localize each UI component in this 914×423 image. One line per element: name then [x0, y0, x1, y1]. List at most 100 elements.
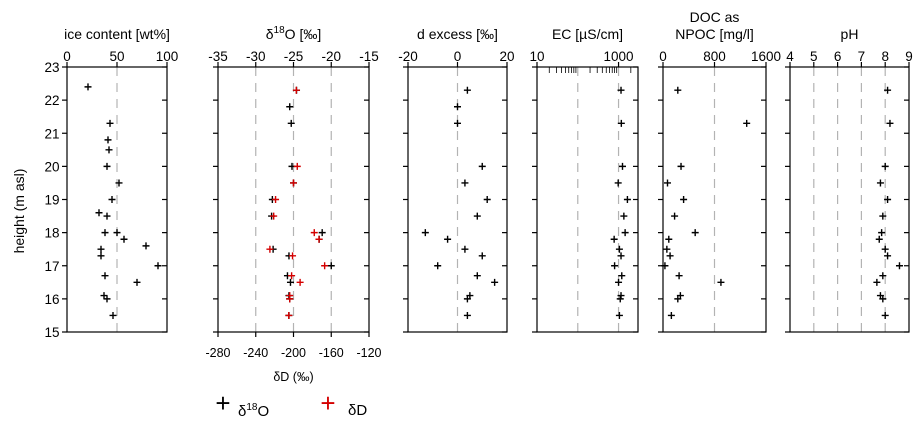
data-point	[120, 235, 128, 243]
data-point	[461, 179, 469, 187]
data-point	[104, 136, 112, 144]
data-point	[621, 229, 629, 237]
data-point	[618, 162, 626, 170]
x-tick-label: 0	[63, 49, 71, 64]
data-point	[292, 86, 300, 94]
data-point	[473, 212, 481, 220]
data-point	[879, 212, 887, 220]
x-tick-label: -30	[246, 49, 266, 64]
data-point	[665, 235, 673, 243]
x-tick-label: 10	[529, 49, 544, 64]
data-point	[327, 262, 335, 270]
data-point	[610, 235, 618, 243]
panel-4-title: EC [µS/cm]	[552, 26, 623, 42]
data-point	[103, 295, 111, 303]
data-point	[879, 295, 887, 303]
panel-6: 4 5 6 7 8 9 pH	[785, 26, 913, 333]
data-point	[611, 262, 619, 270]
data-point	[895, 262, 903, 270]
x-tick-label: 5	[810, 49, 818, 64]
data-point	[463, 86, 471, 94]
panel-1: 0 50 100 ice content [wt%] 15 16 17 18 19 20 21 22 2…	[44, 26, 178, 340]
data-point	[108, 196, 116, 203]
y-tick-label: 15	[44, 325, 59, 340]
panel-2-title: δ18O [‰]	[266, 25, 321, 42]
x2-tick-label: -160	[319, 346, 344, 360]
x2-tick-label: -280	[205, 346, 230, 360]
data-point	[266, 245, 274, 253]
data-point	[133, 278, 141, 286]
legend-label-dd: δD	[348, 402, 367, 419]
x-tick-label: -15	[359, 49, 379, 64]
data-point	[886, 119, 894, 127]
data-point	[434, 262, 442, 270]
y-tick-label: 23	[44, 60, 59, 75]
x-tick-label: 9	[905, 49, 913, 64]
data-point	[680, 196, 688, 203]
data-point	[667, 311, 675, 319]
data-point	[478, 162, 486, 170]
data-point	[286, 278, 294, 286]
data-point	[103, 162, 111, 170]
x-tick-label: 50	[109, 49, 124, 64]
x-tick-label: 800	[703, 49, 726, 64]
data-point	[615, 311, 623, 319]
data-point	[717, 278, 725, 286]
data-point	[617, 86, 625, 94]
legend-marker-d18o: +	[215, 388, 230, 418]
data-point	[884, 86, 892, 94]
y-tick-label: 16	[44, 292, 59, 307]
data-point	[618, 272, 626, 280]
data-point	[84, 83, 92, 91]
data-point	[463, 295, 471, 303]
data-point	[879, 272, 887, 280]
panel-4: 10 1000 EC [µS/cm]	[529, 26, 639, 333]
data-point	[663, 245, 671, 253]
y-axis-label: height (m asl)	[11, 169, 27, 254]
data-point	[106, 119, 114, 127]
data-point	[666, 252, 674, 260]
data-point	[617, 292, 625, 300]
data-point	[315, 235, 323, 243]
data-point	[286, 295, 294, 303]
data-point	[109, 311, 117, 319]
data-point	[454, 103, 461, 111]
data-point	[620, 212, 628, 220]
x-tick-label: 1600	[751, 49, 781, 64]
x-tick-label: -25	[284, 49, 304, 64]
data-point	[463, 311, 471, 319]
data-point	[293, 162, 301, 170]
x-tick-label: -20	[321, 49, 341, 64]
data-point	[671, 212, 679, 220]
data-point	[616, 295, 624, 303]
y-tick-label: 21	[44, 126, 59, 141]
data-point	[881, 311, 889, 319]
panel-3-title: d excess [‰]	[417, 26, 498, 42]
data-point	[288, 272, 296, 280]
data-point	[478, 252, 486, 260]
data-point	[272, 196, 280, 203]
data-point	[473, 272, 481, 280]
data-point	[287, 119, 295, 127]
data-point	[310, 229, 318, 237]
data-point	[674, 295, 682, 303]
x-tick-label: 7	[858, 49, 866, 64]
legend-item-dd: + δD	[320, 388, 367, 419]
x-tick-label: 6	[834, 49, 842, 64]
data-point	[270, 212, 278, 220]
x2-tick-label: -200	[281, 346, 306, 360]
y-tick-label: 22	[44, 93, 59, 108]
x2-tick-label: -240	[243, 346, 268, 360]
data-point	[623, 196, 631, 203]
x-tick-label: 20	[499, 49, 514, 64]
panel-6-title: pH	[841, 26, 859, 42]
data-point	[454, 119, 461, 127]
data-point	[113, 229, 121, 237]
data-point	[296, 278, 304, 286]
x2-axis-label: δD (‰)	[273, 370, 313, 384]
data-point	[675, 272, 683, 280]
panel-5-title-line2: NPOC [mg/l]	[675, 26, 754, 42]
data-point	[318, 229, 326, 237]
data-point	[290, 179, 297, 187]
